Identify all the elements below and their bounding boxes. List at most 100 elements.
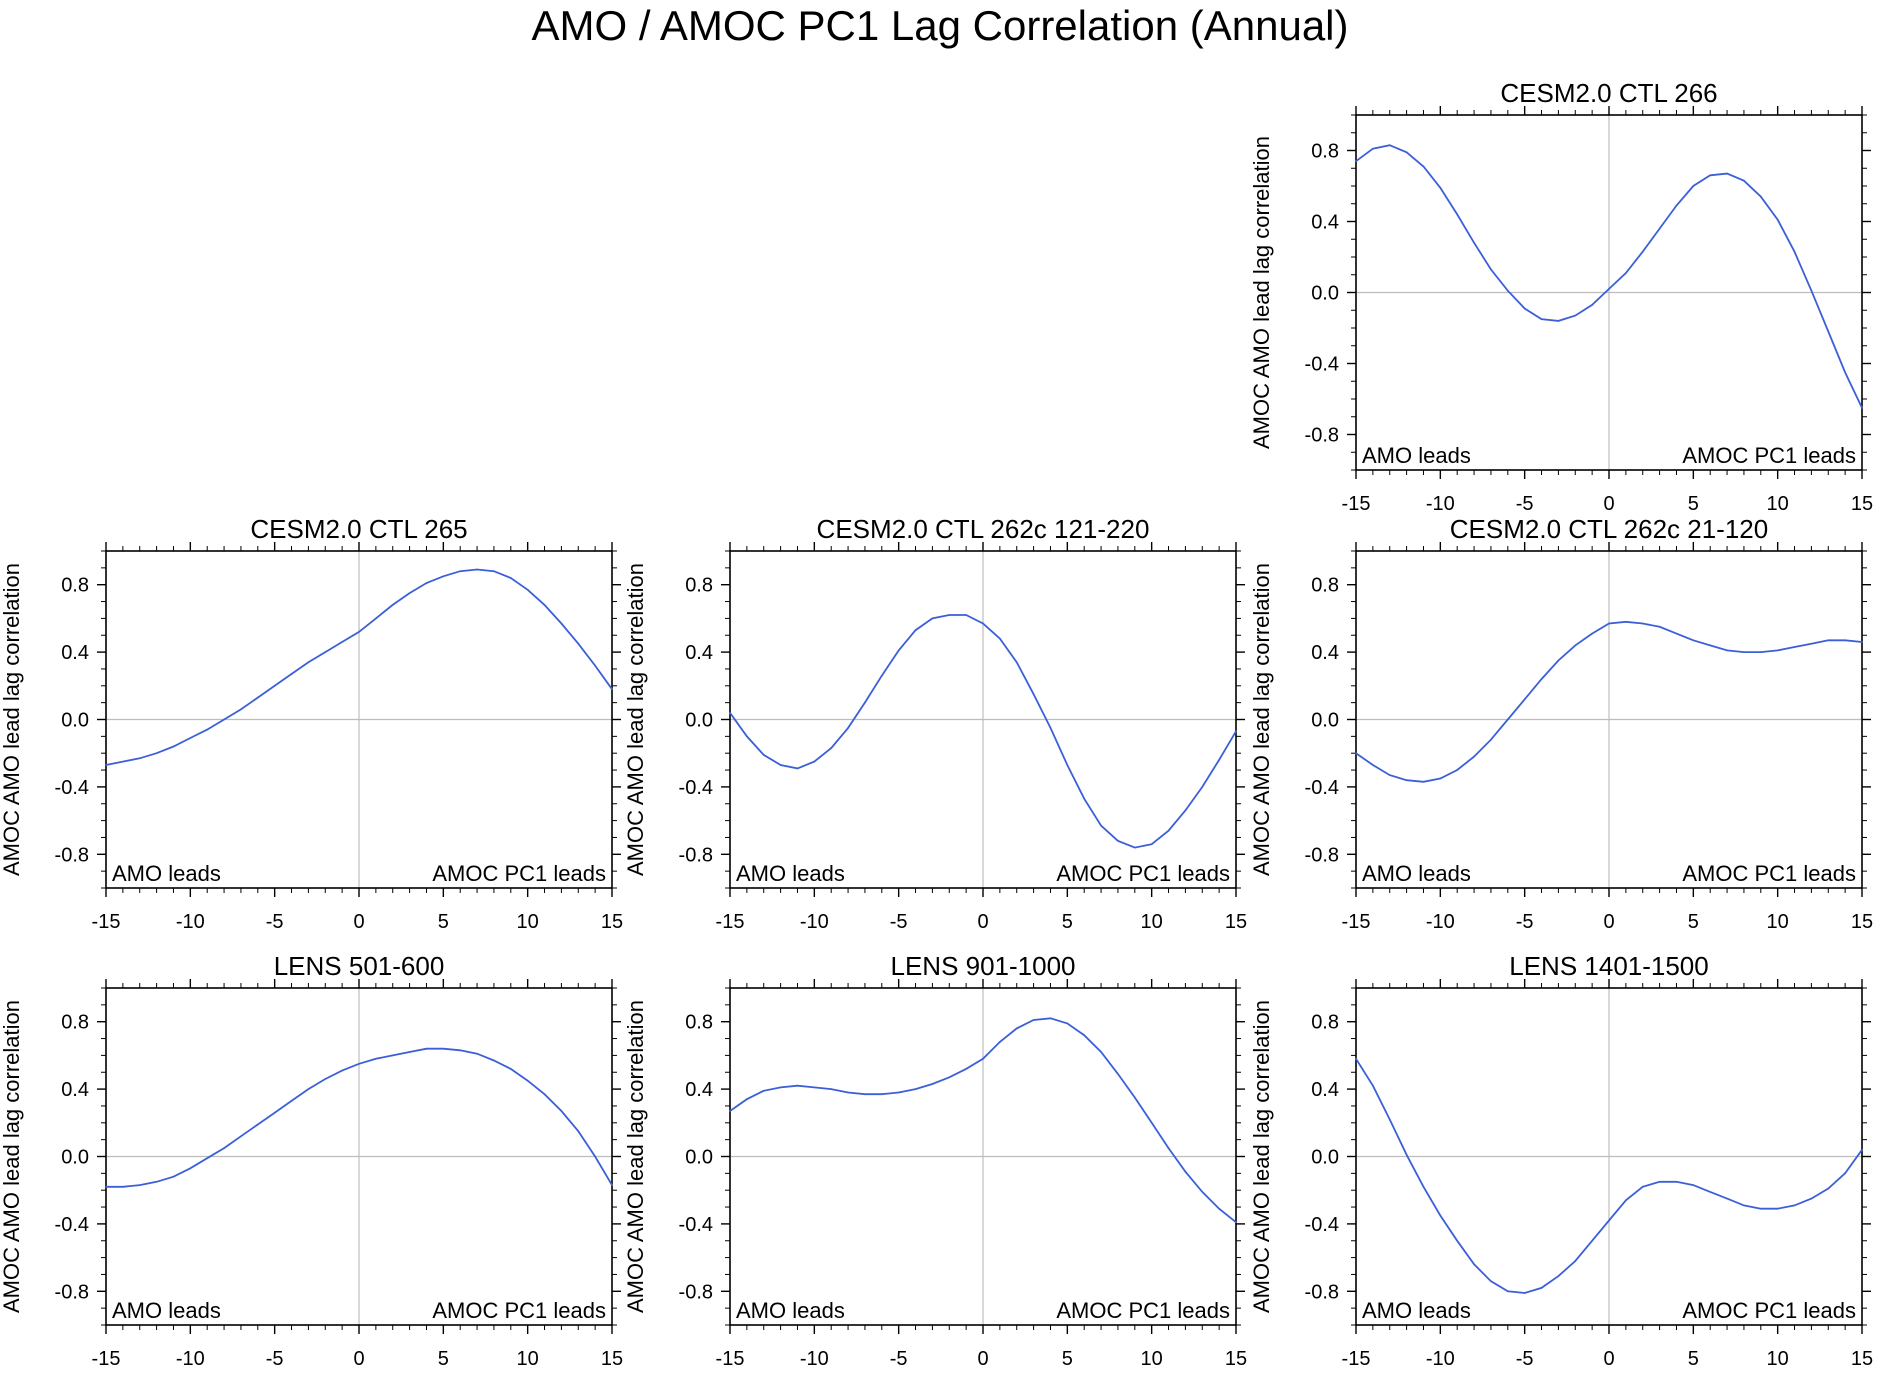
- data-point: [1117, 840, 1119, 842]
- x-tick-label: 15: [1225, 911, 1247, 933]
- x-tick-label: -15: [716, 1348, 745, 1370]
- data-point: [1150, 843, 1153, 845]
- data-point: [1608, 622, 1610, 625]
- data-point: [729, 1110, 731, 1112]
- data-point: [1015, 661, 1018, 664]
- data-point: [1726, 649, 1728, 652]
- data-point: [1507, 289, 1509, 292]
- data-point: [1473, 242, 1475, 244]
- data-point: [1793, 646, 1796, 648]
- y-tick-label: -0.8: [1305, 1281, 1339, 1303]
- y-tick-label: 0.4: [1311, 1079, 1339, 1101]
- x-tick-label: 15: [1851, 493, 1873, 515]
- y-tick-label: -0.8: [679, 1281, 713, 1303]
- y-axis-label: AMOC AMO lead lag correlation: [623, 563, 648, 876]
- data-point: [459, 570, 462, 573]
- right-annotation: AMOC PC1 leads: [1682, 443, 1856, 468]
- data-point: [611, 1184, 613, 1186]
- data-point: [1625, 272, 1627, 274]
- data-point: [1201, 1191, 1204, 1193]
- x-tick-label: 0: [1603, 911, 1614, 933]
- panel-title: CESM2.0 CTL 262c 21-120: [1450, 514, 1768, 544]
- chart-panel-0: CESM2.0 CTL 266 -15 -10 -5 0 5 10 15 -0.8 -0.4 0.0…: [1249, 78, 1873, 515]
- left-annotation: AMO leads: [736, 861, 845, 886]
- data-point: [408, 1051, 411, 1053]
- data-point: [1218, 759, 1220, 761]
- data-point: [257, 696, 259, 699]
- data-point: [1456, 213, 1458, 216]
- data-point: [1793, 1204, 1796, 1207]
- data-point: [864, 1093, 866, 1095]
- data-point: [1641, 1186, 1644, 1188]
- data-point: [1760, 195, 1762, 198]
- x-tick-label: 10: [517, 1348, 539, 1370]
- data-point: [779, 764, 782, 766]
- x-tick-label: -15: [92, 1348, 121, 1370]
- data-point: [999, 637, 1001, 640]
- data-point: [1184, 809, 1187, 812]
- data-point: [864, 701, 866, 704]
- data-point: [796, 767, 799, 770]
- data-point: [1591, 304, 1593, 306]
- y-tick-label: -0.4: [55, 1214, 89, 1236]
- x-tick-label: -5: [266, 1348, 284, 1370]
- data-point: [560, 1110, 563, 1112]
- data-point: [577, 642, 580, 645]
- data-point: [1827, 639, 1830, 642]
- x-tick-label: 0: [977, 911, 988, 933]
- chart-panel-2: CESM2.0 CTL 262c 121-220 -15 -10 -5 0 5 10 15 -0…: [623, 514, 1247, 933]
- data-point: [1032, 1019, 1035, 1021]
- data-point: [847, 1091, 849, 1094]
- data-point: [729, 711, 731, 714]
- y-tick-label: 0.8: [1311, 575, 1339, 597]
- y-tick-label: 0.0: [1311, 1147, 1339, 1169]
- y-tick-label: -0.4: [55, 777, 89, 799]
- data-point: [510, 577, 512, 579]
- x-tick-label: -15: [716, 911, 745, 933]
- data-point: [1439, 1214, 1442, 1217]
- data-point: [105, 1186, 107, 1188]
- data-point: [982, 1057, 984, 1060]
- data-point: [223, 1147, 225, 1149]
- data-point: [1490, 1280, 1492, 1282]
- data-point: [206, 728, 208, 731]
- data-point: [1574, 644, 1577, 647]
- x-tick-label: 10: [1141, 1348, 1163, 1370]
- data-point: [1507, 718, 1509, 721]
- data-point: [375, 617, 377, 620]
- y-tick-label: 0.4: [61, 642, 89, 664]
- data-point: [223, 718, 225, 721]
- data-point: [1625, 1199, 1627, 1202]
- x-tick-label: -5: [890, 1348, 908, 1370]
- data-point: [290, 1100, 293, 1102]
- right-annotation: AMOC PC1 leads: [1056, 1298, 1230, 1323]
- data-point: [746, 1098, 748, 1101]
- data-point: [1625, 620, 1627, 623]
- data-point: [1557, 1275, 1560, 1277]
- data-point: [1810, 1197, 1813, 1200]
- data-point: [155, 752, 158, 754]
- data-point: [543, 1093, 546, 1095]
- data-point: [897, 1091, 900, 1094]
- x-tick-label: 5: [1062, 1348, 1073, 1370]
- left-annotation: AMO leads: [1362, 1298, 1471, 1323]
- x-tick-label: 10: [1141, 911, 1163, 933]
- data-point: [1388, 144, 1391, 146]
- data-point: [1117, 1073, 1119, 1075]
- x-tick-label: 10: [1767, 1348, 1789, 1370]
- data-point: [442, 575, 445, 578]
- data-point: [999, 1041, 1001, 1043]
- data-point: [476, 1052, 478, 1055]
- y-tick-label: 0.4: [61, 1079, 89, 1101]
- data-point: [290, 673, 293, 675]
- data-point: [122, 1186, 124, 1188]
- data-point: [1827, 1187, 1830, 1190]
- data-point: [1658, 1180, 1661, 1183]
- data-point: [391, 604, 394, 606]
- data-point: [948, 614, 951, 616]
- data-point: [1709, 1191, 1711, 1193]
- y-axis-label: AMOC AMO lead lag correlation: [1249, 136, 1274, 449]
- data-point: [1134, 846, 1136, 849]
- x-tick-label: 5: [1688, 911, 1699, 933]
- panel-title: CESM2.0 CTL 262c 121-220: [817, 514, 1150, 544]
